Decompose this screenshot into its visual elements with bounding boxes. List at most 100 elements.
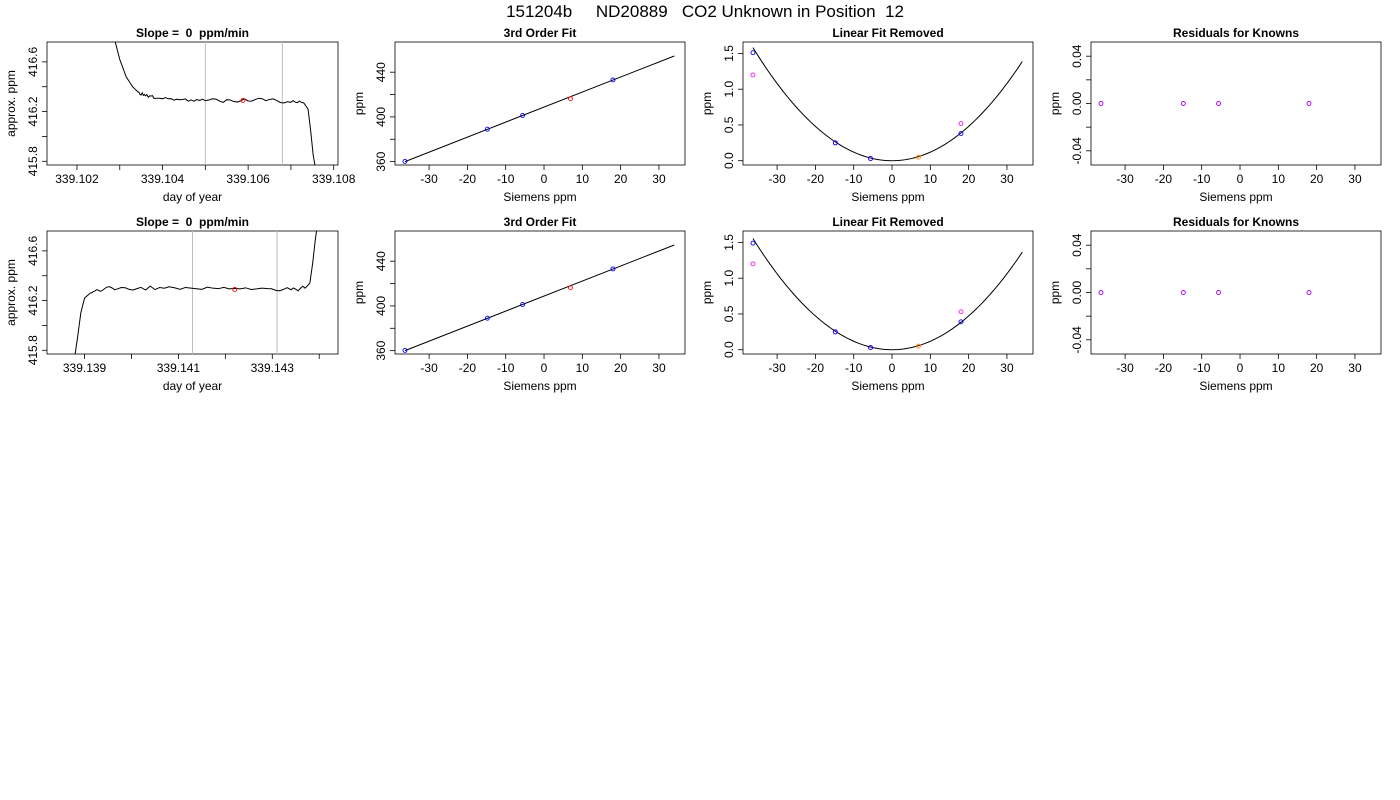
panel-5-ytick-label: 415.8 bbox=[26, 335, 40, 365]
panel-3-ytick-label: 0.5 bbox=[722, 116, 736, 133]
panel-3-xtick-label: -10 bbox=[845, 172, 863, 186]
panel-2-title: 3rd Order Fit bbox=[504, 26, 577, 40]
panel-3-xtick-label: -30 bbox=[768, 172, 786, 186]
panel-2-xtick-label: -10 bbox=[497, 172, 515, 186]
panel-6-title: 3rd Order Fit bbox=[504, 215, 577, 229]
panel-4-xtick-label: -10 bbox=[1193, 172, 1211, 186]
panel-7-known-linear-removed-point bbox=[958, 309, 964, 315]
panel-7-xtick-label: 20 bbox=[962, 361, 976, 375]
panel-8-ytick-label: 0.00 bbox=[1070, 280, 1084, 304]
panel-4-xlabel: Siemens ppm bbox=[1199, 190, 1272, 204]
panel-5-ytick-label: 416.2 bbox=[26, 285, 40, 315]
panel-2-xtick-label: -30 bbox=[420, 172, 438, 186]
panel-3-title: Linear Fit Removed bbox=[832, 26, 943, 40]
panel-8-xtick-label: 0 bbox=[1237, 361, 1244, 375]
panel-6-plot-area bbox=[404, 244, 675, 352]
panel-3-known-linear-removed-point bbox=[750, 72, 756, 78]
panel-4-xtick-label: 10 bbox=[1272, 172, 1286, 186]
panel-7-xtick-label: -20 bbox=[807, 361, 825, 375]
panel-8-residual-point bbox=[1216, 290, 1222, 295]
panel-2-fit-line bbox=[404, 55, 675, 163]
panel-6-xtick-label: -10 bbox=[497, 361, 515, 375]
panel-1: Slope = 0 ppm/min 339.102 339.104 339.106 33… bbox=[4, 26, 356, 204]
panel-6-xtick-label: -30 bbox=[420, 361, 438, 375]
panel-6-xtick-label: 30 bbox=[652, 361, 666, 375]
panel-8-ylabel: ppm bbox=[1048, 281, 1062, 304]
panel-1-xtick-label: 339.104 bbox=[141, 172, 185, 186]
panel-2-known-point bbox=[610, 77, 616, 83]
panel-1-ytick-label: 416.2 bbox=[26, 96, 40, 126]
panel-8-title: Residuals for Knowns bbox=[1173, 215, 1299, 229]
panel-7: Linear Fit Removed -30 -20 -10 0 10 20 30 0.0 0.5… bbox=[700, 215, 1034, 393]
panel-3-known-point bbox=[750, 50, 756, 56]
panel-8-xlabel: Siemens ppm bbox=[1199, 379, 1272, 393]
panel-7-known-point bbox=[750, 240, 756, 246]
panel-6-xtick-label: 20 bbox=[614, 361, 628, 375]
panel-4-title: Residuals for Knowns bbox=[1173, 26, 1299, 40]
panel-8-xtick-label: 20 bbox=[1310, 361, 1324, 375]
panel-4-xtick-label: -20 bbox=[1155, 172, 1173, 186]
panel-2-xlabel: Siemens ppm bbox=[503, 190, 576, 204]
panel-5-xtick-label: 339.141 bbox=[157, 361, 201, 375]
panel-6-ytick-label: 440 bbox=[374, 251, 388, 271]
panel-2-plot-area bbox=[404, 55, 675, 163]
panel-5-title: Slope = 0 ppm/min bbox=[136, 215, 249, 229]
panel-4-xtick-label: 0 bbox=[1237, 172, 1244, 186]
panel-7-xtick-label: -10 bbox=[845, 361, 863, 375]
panel-6-xtick-label: 0 bbox=[541, 361, 548, 375]
panel-8-xtick-label: 30 bbox=[1348, 361, 1362, 375]
panel-3-ylabel: ppm bbox=[700, 92, 714, 115]
panel-7-xtick-label: 10 bbox=[924, 361, 938, 375]
panel-3-unknown-point bbox=[916, 154, 921, 160]
panel-3-xtick-label: 30 bbox=[1000, 172, 1014, 186]
panel-7-title: Linear Fit Removed bbox=[832, 215, 943, 229]
panel-7-frame bbox=[742, 230, 1034, 355]
panel-1-xlabel: day of year bbox=[163, 190, 222, 204]
panel-6-xlabel: Siemens ppm bbox=[503, 379, 576, 393]
panel-1-xtick-label: 339.108 bbox=[312, 172, 356, 186]
panel-8-residual-point bbox=[1098, 290, 1104, 295]
panel-8-frame bbox=[1090, 230, 1382, 355]
panel-5-unknown-point bbox=[232, 286, 238, 292]
panel-8-ytick-label: -0.04 bbox=[1070, 326, 1084, 354]
panel-4-frame bbox=[1090, 41, 1382, 166]
panel-7-ylabel: ppm bbox=[700, 281, 714, 304]
panel-3-ytick-label: 1.5 bbox=[722, 45, 736, 62]
panel-8-xtick-label: -10 bbox=[1193, 361, 1211, 375]
figure-suptitle: 151204b ND20889 CO2 Unknown in Position … bbox=[506, 2, 904, 21]
panel-2-ylabel: ppm bbox=[352, 92, 366, 115]
panel-3-plot-area bbox=[752, 47, 1023, 162]
panel-4-residual-point bbox=[1098, 101, 1104, 106]
panel-1-frame bbox=[46, 41, 339, 166]
panel-1-ylabel: approx. ppm bbox=[4, 70, 18, 137]
panel-7-ytick-label: 1.0 bbox=[722, 270, 736, 287]
panel-6-frame bbox=[394, 230, 686, 355]
panel-2-known-point bbox=[484, 126, 490, 132]
panel-6-known-point bbox=[402, 347, 408, 353]
panel-6-ylabel: ppm bbox=[352, 281, 366, 304]
panel-6: 3rd Order Fit -30 -20 -10 0 10 20 30 360 400 440 Si… bbox=[352, 215, 686, 393]
panel-3-frame bbox=[742, 41, 1034, 166]
panels-group: Slope = 0 ppm/min 339.102 339.104 339.106 33… bbox=[4, 26, 1382, 393]
panel-2-known-point bbox=[402, 158, 408, 164]
panel-5-trace-line bbox=[74, 231, 318, 354]
panel-6-known-point bbox=[520, 302, 526, 307]
panel-3-xtick-label: 0 bbox=[889, 172, 896, 186]
panel-2-xtick-label: 20 bbox=[614, 172, 628, 186]
panel-2-xtick-label: 0 bbox=[541, 172, 548, 186]
panel-7-known-point bbox=[868, 345, 874, 351]
panel-8-residual-point bbox=[1306, 290, 1312, 295]
panel-4-ytick-label: -0.04 bbox=[1070, 137, 1084, 165]
panel-7-xtick-label: 0 bbox=[889, 361, 896, 375]
panel-2-ytick-label: 360 bbox=[374, 151, 388, 171]
panel-2-frame bbox=[394, 41, 686, 166]
panel-1-xtick-label: 339.102 bbox=[55, 172, 99, 186]
panel-6-xtick-label: 10 bbox=[576, 361, 590, 375]
panel-3-known-linear-removed-point bbox=[958, 121, 964, 126]
panel-7-plot-area bbox=[752, 238, 1023, 351]
panel-7-ytick-label: 0.0 bbox=[722, 341, 736, 358]
panel-3-known-point bbox=[868, 156, 874, 162]
panel-7-ytick-label: 1.5 bbox=[722, 234, 736, 251]
panel-4-xtick-label: -30 bbox=[1116, 172, 1134, 186]
panel-8: Residuals for Knowns -30 -20 -10 0 10 20 30 -0.0… bbox=[1048, 215, 1382, 393]
